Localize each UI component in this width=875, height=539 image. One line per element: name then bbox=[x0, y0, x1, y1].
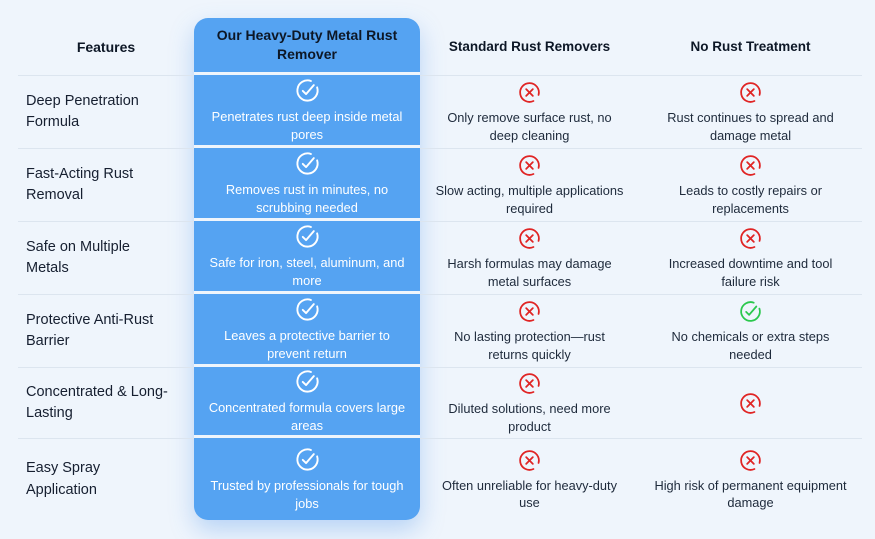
standard-removers-cell: Only remove surface rust, no deep cleani… bbox=[420, 75, 639, 148]
column-header-no-treatment: No Rust Treatment bbox=[690, 39, 811, 54]
cell-text: Often unreliable for heavy-duty use bbox=[442, 477, 617, 510]
standard-removers-cell: Often unreliable for heavy-duty use bbox=[420, 438, 639, 520]
cell-text: Leaves a protective barrier to prevent r… bbox=[224, 328, 390, 361]
our-product-cell: Safe for iron, steel, aluminum, and more bbox=[194, 221, 420, 294]
no-treatment-cell: Increased downtime and tool failure risk bbox=[639, 221, 862, 294]
white-check-circle-icon bbox=[294, 296, 321, 323]
red-cross-circle-icon bbox=[517, 371, 542, 396]
cell-text: Leads to costly repairs or replacements bbox=[679, 183, 822, 216]
standard-removers-cell: Harsh formulas may damage metal surfaces bbox=[420, 221, 639, 294]
red-cross-circle-icon bbox=[738, 391, 763, 416]
cell-text: Harsh formulas may damage metal surfaces bbox=[447, 256, 612, 289]
cell-text: High risk of permanent equipment damage bbox=[654, 477, 847, 510]
no-treatment-cell: No chemicals or extra steps needed bbox=[639, 294, 862, 367]
green-check-circle-icon bbox=[738, 299, 763, 324]
cell-text: No lasting protection—rust returns quick… bbox=[454, 329, 605, 362]
red-cross-circle-icon bbox=[738, 226, 763, 251]
cell-text: No chemicals or extra steps needed bbox=[671, 329, 830, 362]
our-product-cell: Trusted by professionals for tough jobs bbox=[194, 438, 420, 520]
white-check-circle-icon bbox=[294, 223, 321, 250]
column-header-our-product: Our Heavy-Duty Metal Rust Remover bbox=[194, 18, 420, 75]
cell-text: Penetrates rust deep inside metal pores bbox=[211, 109, 403, 142]
no-treatment-cell bbox=[639, 367, 862, 438]
red-cross-circle-icon bbox=[517, 299, 542, 324]
white-check-circle-icon bbox=[294, 368, 321, 395]
white-check-circle-icon bbox=[294, 150, 321, 177]
no-treatment-cell: Rust continues to spread and damage meta… bbox=[639, 75, 862, 148]
standard-removers-cell: No lasting protection—rust returns quick… bbox=[420, 294, 639, 367]
column-header-features: Features bbox=[76, 38, 136, 55]
feature-label: Safe on Multiple Metals bbox=[18, 221, 194, 294]
red-cross-circle-icon bbox=[517, 153, 542, 178]
cell-text: Removes rust in minutes, no scrubbing ne… bbox=[225, 182, 389, 215]
our-product-cell: Penetrates rust deep inside metal pores bbox=[194, 75, 420, 148]
feature-label: Fast-Acting Rust Removal bbox=[18, 148, 194, 221]
our-product-cell: Removes rust in minutes, no scrubbing ne… bbox=[194, 148, 420, 221]
cell-text: Only remove surface rust, no deep cleani… bbox=[447, 110, 612, 143]
red-cross-circle-icon bbox=[738, 448, 763, 473]
our-product-cell: Concentrated formula covers large areas bbox=[194, 367, 420, 438]
no-treatment-cell: Leads to costly repairs or replacements bbox=[639, 148, 862, 221]
feature-label: Protective Anti-Rust Barrier bbox=[18, 294, 194, 367]
red-cross-circle-icon bbox=[517, 226, 542, 251]
cell-text: Safe for iron, steel, aluminum, and more bbox=[209, 255, 405, 288]
comparison-table: Features Our Heavy-Duty Metal Rust Remov… bbox=[18, 18, 862, 520]
cell-text: Trusted by professionals for tough jobs bbox=[210, 478, 404, 511]
no-treatment-cell: High risk of permanent equipment damage bbox=[639, 438, 862, 520]
cell-text: Rust continues to spread and damage meta… bbox=[667, 110, 834, 143]
feature-label: Deep Penetration Formula bbox=[18, 75, 194, 148]
cell-text: Increased downtime and tool failure risk bbox=[668, 256, 833, 289]
feature-label: Easy Spray Application bbox=[18, 438, 194, 520]
cell-text: Concentrated formula covers large areas bbox=[208, 400, 406, 433]
column-header-standard-removers: Standard Rust Removers bbox=[448, 39, 611, 54]
red-cross-circle-icon bbox=[738, 80, 763, 105]
red-cross-circle-icon bbox=[738, 153, 763, 178]
standard-removers-cell: Diluted solutions, need more product bbox=[420, 367, 639, 438]
our-product-cell: Leaves a protective barrier to prevent r… bbox=[194, 294, 420, 367]
cell-text: Diluted solutions, need more product bbox=[448, 401, 611, 434]
red-cross-circle-icon bbox=[517, 80, 542, 105]
cell-text: Slow acting, multiple applications requi… bbox=[435, 183, 624, 216]
red-cross-circle-icon bbox=[517, 448, 542, 473]
feature-label: Concentrated & Long-Lasting bbox=[18, 367, 194, 438]
white-check-circle-icon bbox=[294, 77, 321, 104]
standard-removers-cell: Slow acting, multiple applications requi… bbox=[420, 148, 639, 221]
white-check-circle-icon bbox=[294, 446, 321, 473]
